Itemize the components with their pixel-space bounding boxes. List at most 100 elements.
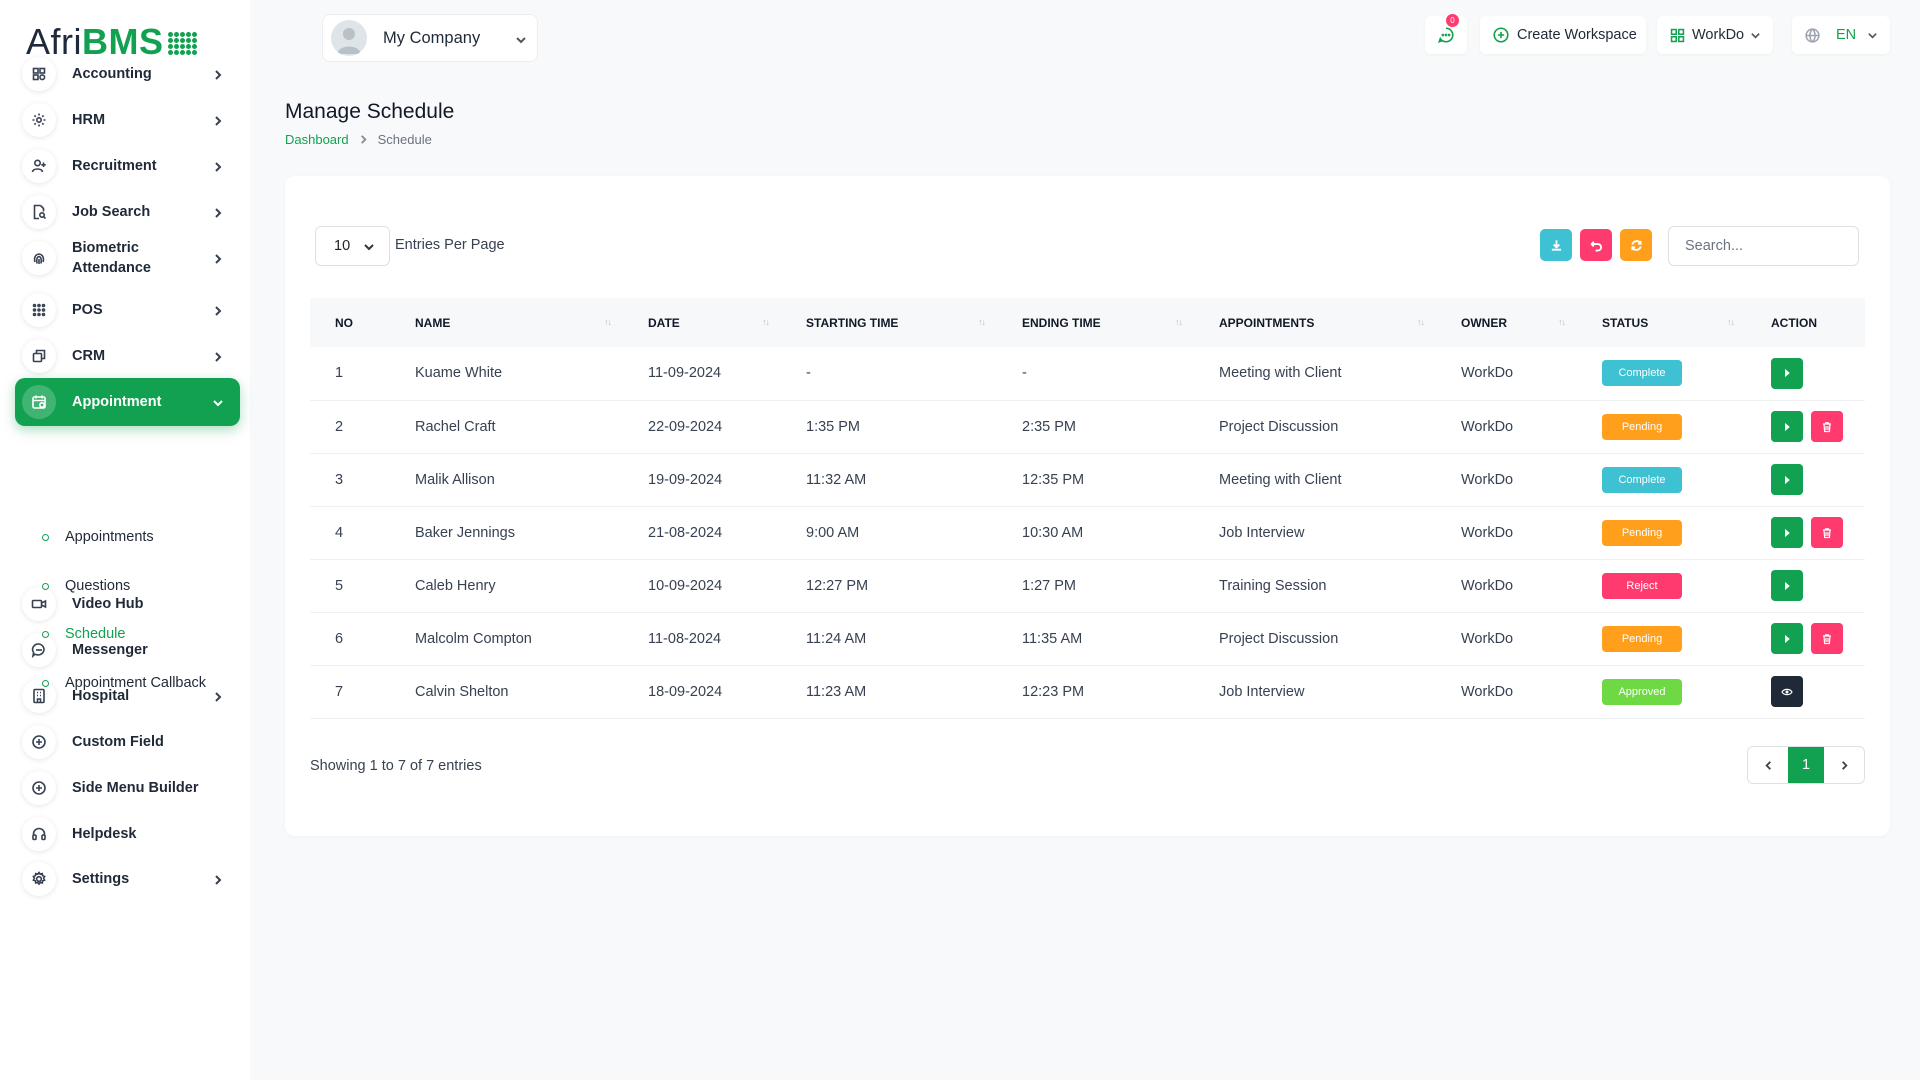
col-starting-time[interactable]: STARTING TIME ↑↓ — [781, 298, 997, 347]
cell-no: 7 — [335, 683, 344, 700]
breadcrumb-dashboard[interactable]: Dashboard — [285, 132, 349, 147]
submenu-item-appointment-callback[interactable]: Appointment Callback — [42, 668, 206, 698]
sidebar: Afri BMS Accounting HRM Recruitment Job Sea… — [0, 0, 250, 1080]
workspace-selector[interactable]: WorkDo — [1657, 16, 1773, 54]
status-badge: Approved — [1602, 678, 1682, 705]
language-selector[interactable]: EN — [1792, 16, 1890, 54]
bullet-icon — [42, 630, 49, 638]
start-button[interactable] — [1771, 517, 1803, 548]
reload-button[interactable] — [1620, 229, 1652, 261]
col-name[interactable]: NAME ↑↓ — [390, 298, 623, 347]
layers-icon — [22, 339, 56, 373]
sidebar-item-job-search[interactable]: Job Search — [15, 188, 240, 236]
sidebar-item-settings[interactable]: Settings — [15, 855, 240, 903]
submenu-item-schedule[interactable]: Schedule — [42, 619, 125, 649]
delete-button[interactable] — [1811, 411, 1843, 442]
col-date-label: DATE — [648, 315, 680, 330]
cell-appointment: Project Discussion — [1219, 630, 1339, 647]
sidebar-item-hrm[interactable]: HRM — [15, 96, 240, 144]
start-button[interactable] — [1771, 411, 1803, 442]
create-workspace-button[interactable]: Create Workspace — [1480, 16, 1646, 54]
delete-button[interactable] — [1811, 517, 1843, 548]
submenu-item-label: Questions — [65, 578, 131, 594]
cell-action — [1746, 347, 1865, 400]
next-page-button[interactable] — [1824, 747, 1864, 783]
cell-end: 1:27 PM — [1022, 577, 1076, 594]
cell-status: Pending — [1577, 612, 1746, 665]
bullet-icon — [42, 679, 49, 687]
chevron-right-icon — [212, 114, 224, 126]
brand-logo[interactable]: Afri BMS — [26, 21, 197, 62]
hrm-icon — [22, 103, 56, 137]
page-1-button[interactable]: 1 — [1788, 747, 1824, 783]
sidebar-item-accounting[interactable]: Accounting — [15, 50, 240, 98]
sidebar-item-crm[interactable]: CRM — [15, 332, 240, 380]
sidebar-item-label: Job Search — [72, 204, 151, 220]
calendar-icon — [22, 385, 56, 419]
sidebar-item-pos[interactable]: POS — [15, 286, 240, 334]
cell-appointment: Job Interview — [1219, 683, 1305, 700]
chevron-right-icon — [212, 304, 224, 316]
sidebar-item-helpdesk[interactable]: Helpdesk — [15, 810, 240, 858]
prev-page-button[interactable] — [1748, 747, 1788, 783]
search-input[interactable] — [1668, 226, 1859, 266]
status-badge: Pending — [1602, 625, 1682, 652]
download-button[interactable] — [1540, 229, 1572, 261]
sidebar-item-appointment[interactable]: Appointment — [15, 378, 240, 426]
cell-action — [1746, 612, 1865, 665]
sidebar-item-biometric-attendance[interactable]: Biometric Attendance — [15, 234, 240, 282]
col-no[interactable]: NO — [335, 315, 353, 330]
start-button[interactable] — [1771, 570, 1803, 601]
cell-owner: WorkDo — [1461, 577, 1514, 594]
start-button[interactable] — [1771, 464, 1803, 495]
cell-name: Calvin Shelton — [415, 683, 509, 700]
logo-dots-icon — [167, 31, 197, 55]
sidebar-item-side-menu-builder[interactable]: Side Menu Builder — [15, 764, 240, 812]
cell-start: 1:35 PM — [806, 418, 860, 435]
cell-status: Reject — [1577, 559, 1746, 612]
table-row: 7 Calvin Shelton 18-09-2024 11:23 AM 12:23 P… — [310, 665, 1865, 718]
col-ending-time[interactable]: ENDING TIME ↑↓ — [997, 298, 1194, 347]
play-icon — [1785, 422, 1790, 431]
start-button[interactable] — [1771, 623, 1803, 654]
sidebar-item-recruitment[interactable]: Recruitment — [15, 142, 240, 190]
sidebar-item-hospital[interactable]: Hospital — [15, 672, 240, 720]
language-code: EN — [1836, 27, 1857, 43]
sidebar-item-messenger[interactable]: Messenger — [15, 626, 240, 674]
chat-notification-button[interactable]: 0 — [1425, 14, 1467, 54]
cell-action — [1746, 559, 1865, 612]
col-date[interactable]: DATE ↑↓ — [623, 298, 781, 347]
reset-button[interactable] — [1580, 229, 1612, 261]
cell-owner: WorkDo — [1461, 630, 1514, 647]
cell-owner: WorkDo — [1461, 683, 1514, 700]
submenu-item-appointments[interactable]: Appointments — [42, 522, 154, 552]
entries-per-page-select[interactable]: 10 — [315, 226, 390, 266]
sidebar-item-label: Recruitment — [72, 158, 157, 174]
col-owner[interactable]: OWNER ↑↓ — [1436, 298, 1577, 347]
submenu-item-label: Appointments — [65, 529, 154, 545]
cell-no: 4 — [335, 524, 344, 541]
table-row: 6 Malcolm Compton 11-08-2024 11:24 AM 11:35 … — [310, 612, 1865, 665]
eye-icon — [1781, 688, 1793, 695]
delete-button[interactable] — [1811, 623, 1843, 654]
play-icon — [1785, 369, 1790, 378]
view-button[interactable] — [1771, 676, 1803, 707]
cell-end: 11:35 AM — [1022, 630, 1083, 647]
col-appointments[interactable]: APPOINTMENTS ↑↓ — [1194, 298, 1436, 347]
chevron-left-icon — [1764, 760, 1771, 770]
start-button[interactable] — [1771, 357, 1803, 389]
col-status[interactable]: STATUS ↑↓ — [1577, 298, 1746, 347]
submenu-item-questions[interactable]: Questions — [42, 571, 130, 601]
chevron-right-icon — [212, 690, 224, 702]
cell-date: 11-09-2024 — [648, 365, 722, 382]
sidebar-item-video-hub[interactable]: Video Hub — [15, 580, 240, 628]
table-row: 3 Malik Allison 19-09-2024 11:32 AM 12:35 PM… — [310, 453, 1865, 506]
cell-date: 11-08-2024 — [648, 630, 722, 647]
notification-badge: 0 — [1446, 14, 1459, 27]
cell-name: Malcolm Compton — [415, 630, 532, 647]
plus-circle-icon — [22, 725, 56, 759]
company-selector[interactable]: My Company — [322, 14, 538, 62]
play-icon — [1785, 528, 1790, 537]
sidebar-item-custom-field[interactable]: Custom Field — [15, 718, 240, 766]
sort-icon: ↑↓ — [762, 317, 770, 327]
